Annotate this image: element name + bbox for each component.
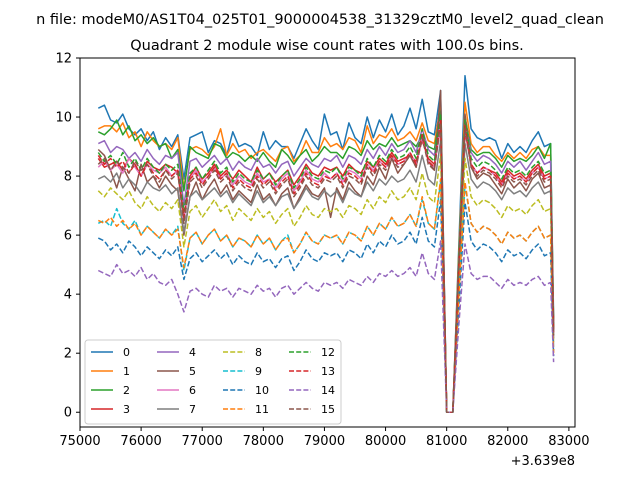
x-tick-label: 81000 (426, 434, 467, 449)
legend-label-7: 7 (189, 403, 196, 416)
series-line-14 (97, 240, 555, 413)
legend-label-12: 12 (321, 346, 335, 359)
series-line-1 (97, 101, 555, 413)
legend-label-11: 11 (255, 403, 269, 416)
y-tick-label: 6 (64, 229, 72, 244)
x-axis: 75000 76000 77000 78000 79000 80000 81000 82000… (59, 427, 590, 449)
series-line-2 (97, 110, 555, 413)
legend-label-13: 13 (321, 365, 335, 378)
legend-label-5: 5 (189, 365, 196, 378)
x-tick-label: 76000 (120, 434, 161, 449)
series-line-0 (97, 74, 555, 413)
series-line-13 (97, 119, 555, 413)
x-tick-label: 80000 (365, 434, 406, 449)
y-tick-label: 12 (55, 52, 72, 67)
x-tick-label: 83000 (548, 434, 589, 449)
x-tick-label: 79000 (304, 434, 345, 449)
series-line-11 (97, 178, 555, 413)
legend-label-2: 2 (123, 384, 130, 397)
y-tick-label: 8 (64, 170, 72, 185)
legend-label-15: 15 (321, 403, 335, 416)
chart-supertitle: n file: modeM0/AS1T04_025T01_9000004538_… (36, 12, 604, 28)
series-line-8 (97, 154, 555, 413)
legend-box (84, 339, 342, 425)
legend-label-10: 10 (255, 384, 269, 397)
legend-label-0: 0 (123, 346, 130, 359)
y-axis: 0 2 4 6 8 10 12 (55, 52, 80, 421)
legend-label-1: 1 (123, 365, 130, 378)
x-tick-label: 82000 (487, 434, 528, 449)
series-line-12 (97, 113, 555, 413)
chart-title: Quadrant 2 module wise count rates with … (130, 38, 524, 54)
legend-label-3: 3 (123, 403, 130, 416)
series-line-15 (97, 122, 555, 413)
plot-frame (79, 57, 576, 428)
legend-label-14: 14 (321, 384, 335, 397)
x-tick-label: 75000 (59, 434, 100, 449)
series-line-5 (97, 89, 555, 413)
x-offset-label: +3.639e8 (511, 454, 575, 469)
x-tick-label: 78000 (243, 434, 284, 449)
legend-label-4: 4 (189, 346, 196, 359)
series-line-10 (97, 198, 555, 413)
x-tick-label: 77000 (182, 434, 223, 449)
y-tick-label: 10 (55, 111, 72, 126)
y-tick-label: 4 (64, 288, 72, 303)
y-tick-label: 2 (64, 347, 72, 362)
series-line-4 (97, 116, 555, 413)
legend-label-6: 6 (189, 384, 196, 397)
series-layer (97, 74, 555, 413)
legend-label-9: 9 (255, 365, 262, 378)
y-tick-label: 0 (64, 406, 72, 421)
legend-label-8: 8 (255, 346, 262, 359)
series-line-7 (97, 139, 555, 413)
